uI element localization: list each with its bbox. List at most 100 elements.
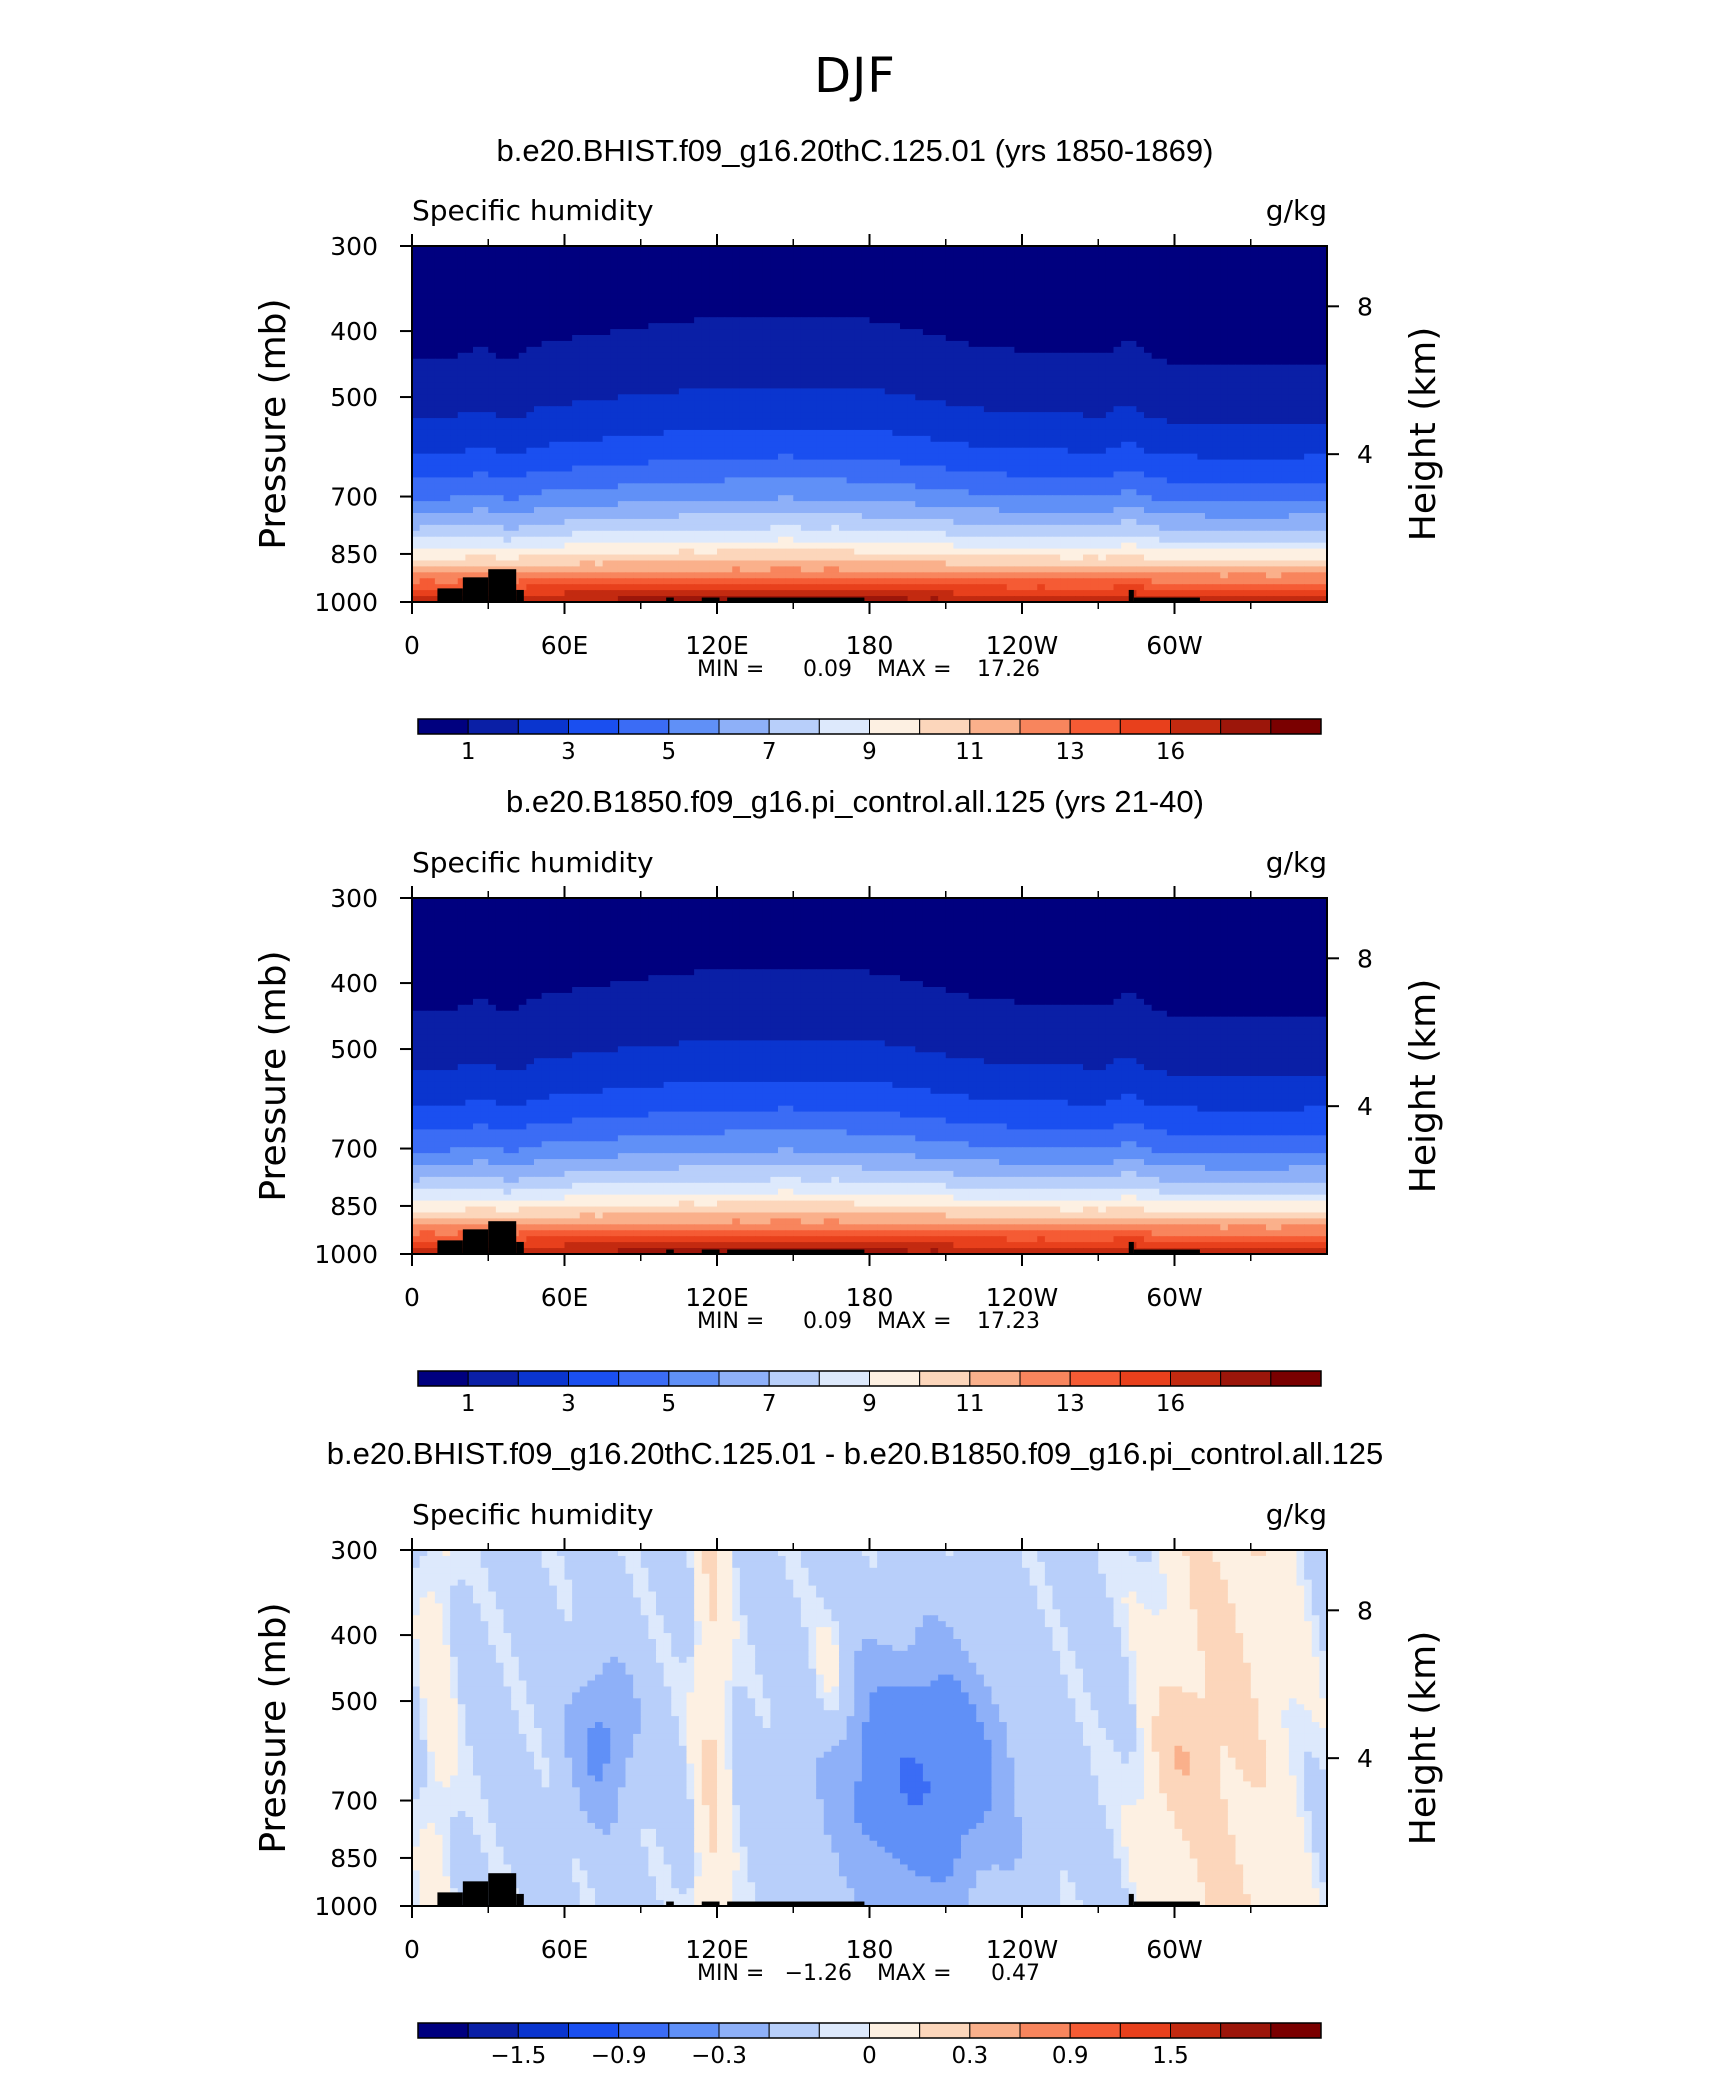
heatmap-cell [1266, 251, 1275, 259]
heatmap-cell [678, 370, 688, 378]
heatmap-cell [968, 465, 977, 473]
heatmap-cell [686, 459, 695, 467]
heatmap-cell [961, 340, 970, 348]
heatmap-cell [884, 323, 893, 330]
heatmap-cell [808, 441, 817, 449]
heatmap-cell [762, 287, 771, 295]
heatmap-cell [717, 263, 726, 271]
heatmap-cell [442, 293, 451, 300]
heatmap-cell [762, 305, 771, 312]
heatmap-cell [938, 406, 947, 413]
heatmap-cell [877, 317, 886, 324]
heatmap-cell [1227, 447, 1237, 455]
heatmap-cell [701, 394, 710, 401]
heatmap-cell [953, 477, 962, 484]
heatmap-cell [511, 299, 520, 306]
heatmap-cell [1067, 246, 1076, 253]
heatmap-cell [419, 299, 428, 306]
heatmap-cell [1266, 358, 1275, 366]
heatmap-cell [816, 275, 825, 283]
heatmap-cell [595, 323, 604, 330]
heatmap-cell [747, 257, 756, 265]
heatmap-cell [785, 459, 794, 467]
heatmap-cell [892, 429, 901, 437]
heatmap-cell [968, 441, 977, 449]
heatmap-cell [1128, 382, 1137, 389]
heatmap-cell [564, 382, 573, 389]
heatmap-cell [686, 335, 695, 342]
heatmap-cell [442, 311, 451, 318]
heatmap-cell [747, 281, 756, 289]
heatmap-cell [900, 257, 909, 265]
heatmap-cell [816, 483, 825, 490]
heatmap-cell [534, 376, 543, 384]
heatmap-cell [1258, 412, 1267, 419]
heatmap-cell [877, 424, 886, 431]
heatmap-cell [1288, 429, 1298, 437]
heatmap-cell [793, 418, 802, 425]
heatmap-cell [412, 317, 421, 324]
heatmap-cell [1052, 281, 1061, 289]
heatmap-cell [1075, 358, 1084, 366]
heatmap-cell [907, 412, 916, 419]
heatmap-cell [1273, 263, 1282, 271]
heatmap-cell [419, 465, 428, 473]
heatmap-cell [1227, 388, 1237, 395]
heatmap-cell [1159, 447, 1168, 455]
heatmap-cell [518, 293, 527, 300]
heatmap-cell [495, 435, 505, 443]
heatmap-cell [587, 483, 596, 490]
heatmap-cell [1235, 471, 1244, 478]
heatmap-cell [1250, 281, 1259, 289]
heatmap-cell [762, 412, 771, 419]
heatmap-cell [976, 346, 985, 354]
heatmap-cell [915, 406, 924, 413]
heatmap-cell [1258, 477, 1267, 484]
heatmap-cell [1197, 400, 1206, 407]
heatmap-cell [427, 257, 436, 265]
heatmap-cell [1174, 251, 1183, 259]
heatmap-cell [800, 352, 810, 360]
heatmap-cell [999, 335, 1008, 342]
heatmap-cell [1151, 335, 1160, 342]
heatmap-cell [1243, 269, 1252, 277]
heatmap-cell [1189, 251, 1198, 259]
heatmap-cell [1197, 370, 1206, 378]
heatmap-cell [1006, 246, 1015, 253]
heatmap-cell [1044, 465, 1054, 473]
heatmap-cell [861, 287, 871, 295]
heatmap-cell [976, 394, 985, 401]
heatmap-cell [976, 400, 985, 407]
heatmap-cell [450, 376, 459, 384]
heatmap-cell [1182, 293, 1191, 300]
heatmap-cell [1029, 335, 1038, 342]
heatmap-cell [549, 352, 558, 360]
heatmap-cell [625, 317, 634, 324]
heatmap-cell [884, 311, 893, 318]
heatmap-cell [488, 370, 497, 378]
heatmap-cell [808, 323, 817, 330]
heatmap-cell [1037, 257, 1046, 265]
heatmap-cell [564, 246, 573, 253]
heatmap-cell [518, 364, 527, 372]
heatmap-cell [556, 453, 566, 461]
heatmap-cell [976, 429, 985, 437]
heatmap-cell [1044, 364, 1054, 372]
heatmap-cell [648, 335, 657, 342]
heatmap-cell [1144, 370, 1153, 378]
heatmap-cell [610, 311, 619, 318]
heatmap-cell [625, 477, 634, 484]
heatmap-cell [892, 477, 901, 484]
heatmap-cell [412, 394, 421, 401]
heatmap-cell [686, 435, 695, 443]
heatmap-cell [1288, 352, 1298, 360]
heatmap-cell [694, 346, 703, 354]
heatmap-cell [701, 287, 710, 295]
heatmap-cell [1288, 287, 1298, 295]
heatmap-cell [1243, 287, 1252, 295]
heatmap-cell [511, 435, 520, 443]
heatmap-cell [534, 340, 543, 348]
heatmap-cell [945, 489, 954, 496]
heatmap-cell [1060, 471, 1069, 478]
heatmap-cell [1319, 465, 1328, 473]
